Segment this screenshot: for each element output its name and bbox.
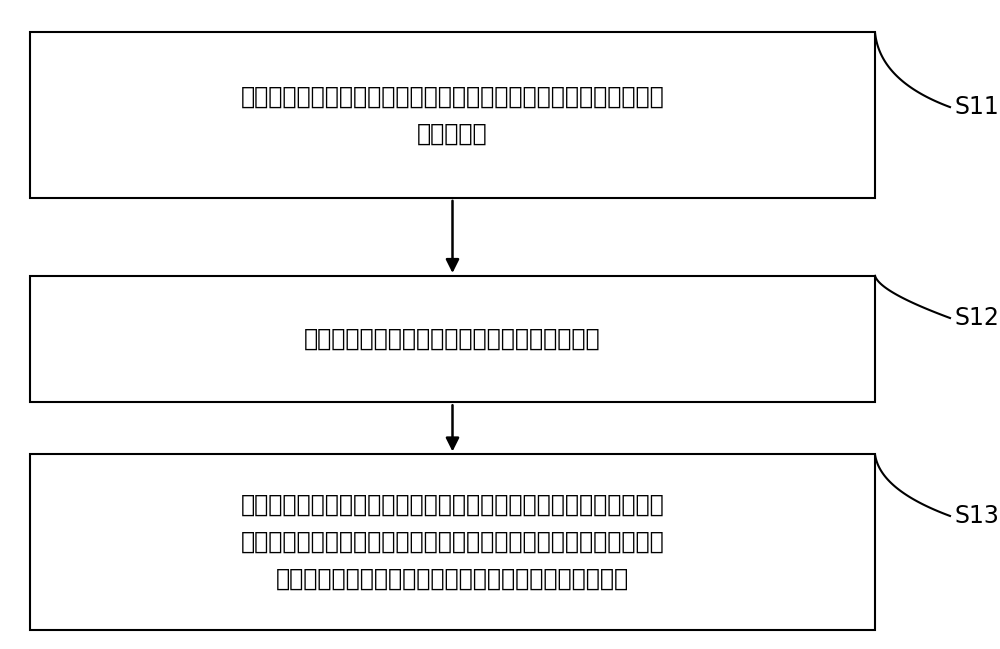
Text: 以所述基准脉冲信号的一个上升沿的时刻为基准时刻，根据所述基准
时刻和所述对应关系设置除基准脉冲信号之外的其他脉冲信号的上升
沿的时刻，以使得所述其他脉冲信号与基: 以所述基准脉冲信号的一个上升沿的时刻为基准时刻，根据所述基准 时刻和所述对应关系… <box>241 493 664 591</box>
Bar <box>30 454 875 630</box>
Bar <box>30 276 875 402</box>
Text: S11: S11 <box>955 95 1000 119</box>
Text: 以其中一个脉冲信号作为基准脉冲信号，确定所述基准脉冲信号的上
升沿的时刻: 以其中一个脉冲信号作为基准脉冲信号，确定所述基准脉冲信号的上 升沿的时刻 <box>241 84 664 146</box>
Text: 确定所述多个脉冲信号的上升沿之间的对应关系: 确定所述多个脉冲信号的上升沿之间的对应关系 <box>304 327 601 351</box>
Text: S12: S12 <box>955 306 1000 330</box>
Text: S13: S13 <box>955 504 1000 528</box>
Bar <box>30 32 875 198</box>
